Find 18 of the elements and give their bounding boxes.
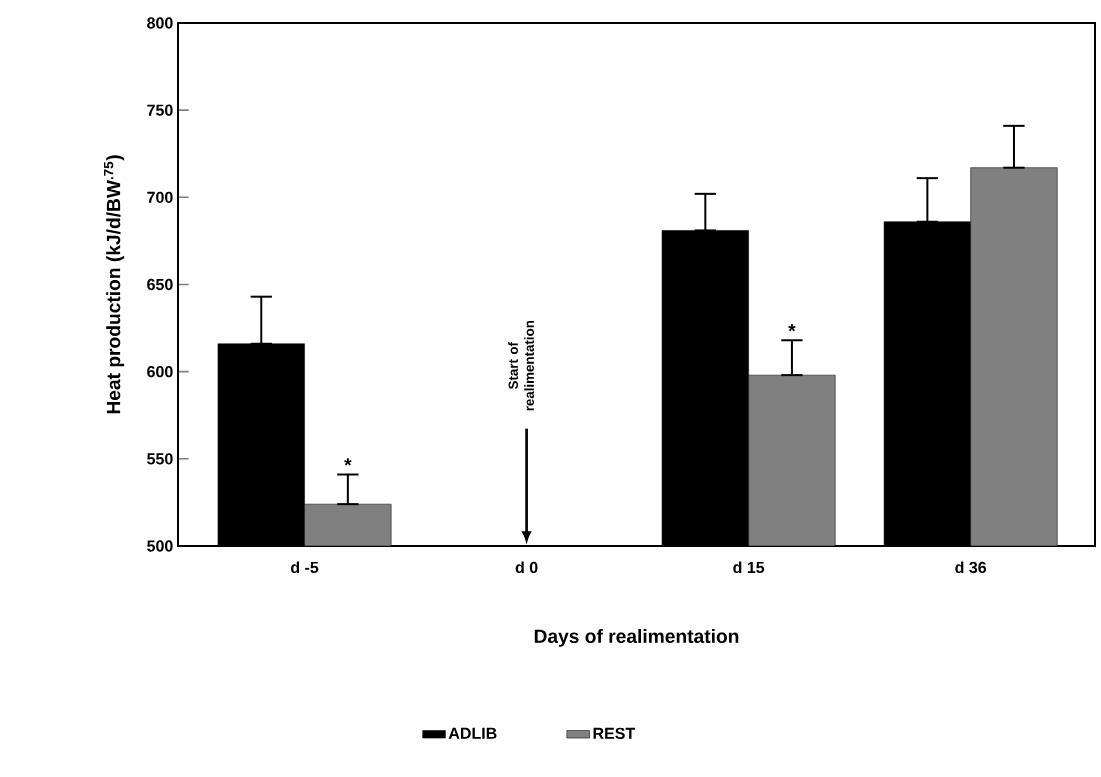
legend-label: REST [593, 727, 636, 739]
y-tick-label: 750 [147, 104, 173, 116]
x-tick-label: d -5 [290, 561, 319, 574]
x-tick-label: d 15 [733, 561, 765, 574]
y-tick-label: 500 [147, 540, 173, 552]
annotation: * [788, 324, 796, 332]
y-tick-label: 650 [147, 278, 173, 291]
y-tick-label: 600 [147, 366, 173, 378]
annotation: Start of realimentation [508, 320, 534, 411]
x-tick-label: d 36 [955, 561, 987, 574]
annotation: * [344, 458, 352, 466]
x-tick-label: d 0 [515, 561, 538, 574]
y-axis-title: Heat production (kJ/d/BW$^{.75}$) [103, 155, 125, 414]
y-tick-label: 800 [147, 17, 173, 29]
y-tick-label: 550 [147, 453, 173, 465]
x-axis-title: Days of realimentation [534, 628, 739, 647]
legend-label: ADLIB [448, 727, 497, 739]
y-tick-label: 700 [147, 191, 173, 203]
